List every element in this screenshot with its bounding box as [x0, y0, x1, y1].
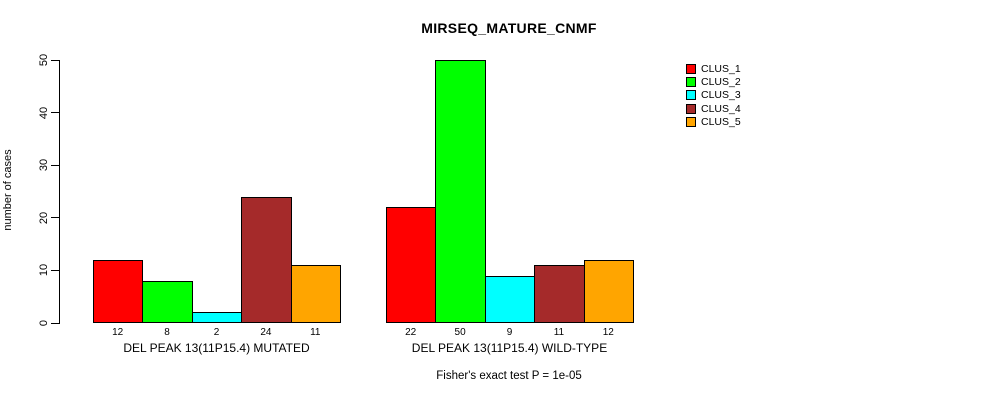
legend-item: CLUS_4	[686, 102, 741, 115]
y-axis-tick-label: 10	[38, 264, 50, 277]
legend-label: CLUS_5	[701, 116, 741, 129]
bar-value-label: 11	[310, 327, 321, 338]
y-axis-tick-label: 20	[38, 211, 50, 224]
y-axis-tick	[51, 322, 59, 324]
y-axis-tick	[51, 112, 59, 114]
y-axis-tick-label: 50	[38, 53, 50, 67]
legend-swatch	[686, 77, 696, 88]
bar-value-label: 11	[553, 327, 565, 338]
y-axis-line	[59, 60, 60, 324]
bar-value-label: 50	[454, 327, 466, 338]
y-axis-tick-label: 40	[38, 106, 50, 119]
legend-swatch	[686, 103, 696, 114]
y-axis-tick	[51, 217, 59, 219]
bar-clus_2	[142, 281, 193, 323]
bar-clus_3	[484, 276, 536, 323]
y-axis-label: number of cases	[2, 149, 14, 231]
bar-value-label: 12	[602, 327, 614, 338]
bar-clus_1	[386, 207, 437, 323]
legend-label: CLUS_4	[701, 102, 741, 115]
bar-clus_4	[534, 265, 585, 323]
bar-value-label: 2	[213, 327, 220, 338]
bar-clus_5	[290, 265, 341, 323]
legend-swatch	[686, 63, 696, 74]
bar-clus_1	[93, 260, 144, 323]
group-category-label: DEL PEAK 13(11P15.4) MUTATED	[123, 341, 310, 355]
bar-value-label: 12	[112, 327, 124, 338]
bar-clus_4	[241, 197, 292, 323]
y-axis-tick	[51, 269, 59, 271]
legend-item: CLUS_1	[686, 62, 741, 75]
y-axis-tick-label: 0	[38, 319, 50, 327]
group-category-label: DEL PEAK 13(11P15.4) WILD-TYPE	[411, 341, 608, 355]
legend-swatch	[686, 117, 696, 128]
fisher-test-annotation: Fisher's exact test P = 1e-05	[436, 370, 582, 382]
bar-value-label: 9	[506, 327, 513, 338]
legend-label: CLUS_2	[701, 76, 741, 89]
bar-value-label: 22	[405, 327, 417, 338]
legend-label: CLUS_3	[701, 89, 741, 102]
y-axis-tick	[51, 164, 59, 166]
bar-clus_3	[191, 312, 243, 323]
chart-title: MIRSEQ_MATURE_CNMF	[421, 20, 597, 36]
legend-swatch	[686, 90, 696, 101]
legend-item: CLUS_5	[686, 116, 741, 129]
y-axis-tick-label: 30	[38, 159, 50, 172]
bar-value-label: 8	[164, 327, 170, 338]
legend-item: CLUS_3	[686, 89, 741, 102]
bar-clus_2	[435, 60, 486, 323]
legend-item: CLUS_2	[686, 75, 741, 88]
legend: CLUS_1 CLUS_2 CLUS_3 CLUS_4 CLUS_5	[686, 62, 741, 129]
y-axis-tick	[51, 59, 59, 61]
legend-label: CLUS_1	[701, 62, 741, 75]
bar-value-label: 24	[260, 327, 272, 338]
bar-clus_5	[583, 260, 634, 323]
